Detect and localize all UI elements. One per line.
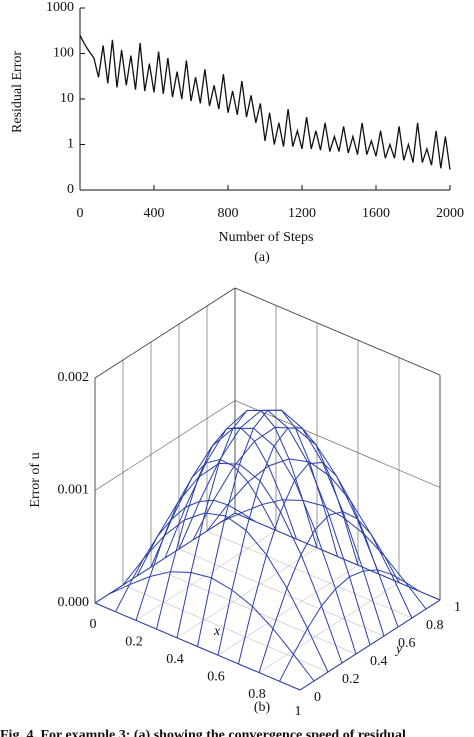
y-tick-label: 0.4 [370, 654, 388, 669]
surface-line [94, 602, 301, 691]
surface-line [217, 427, 359, 656]
x-tick-label: 0.8 [248, 687, 266, 702]
x-tick-label: 0.2 [125, 635, 143, 650]
surface-line [206, 458, 413, 619]
x-tick-label: 800 [218, 206, 239, 221]
y-axis-title: y [394, 642, 403, 657]
x-tick-label: 1200 [288, 206, 316, 221]
z-tick-label: 0.002 [58, 370, 90, 385]
x-tick-label: 1 [295, 704, 302, 719]
z-axis-title: Error of u [28, 452, 43, 507]
x-tick-label: 1600 [362, 206, 390, 221]
x-tick-label: 0 [90, 617, 97, 632]
panel-label: (a) [254, 250, 270, 265]
surface-line [108, 571, 315, 682]
y-tick-label: 1000 [46, 0, 74, 15]
surface-line [234, 512, 441, 601]
line [79, 35, 451, 170]
surface-line [258, 511, 400, 673]
panel-label: (b) [254, 700, 271, 715]
y-tick-label: 1 [454, 600, 461, 615]
x-tick-label: 0.4 [166, 652, 184, 667]
surface-line [150, 427, 357, 655]
caption: Fig. 4. For example 3: (a) showing the c… [0, 728, 406, 737]
y-tick-label: 100 [53, 46, 74, 61]
surface-line [220, 499, 427, 610]
surface-line [136, 462, 343, 664]
grid-line [217, 565, 359, 656]
y-tick-label: 0 [67, 182, 74, 197]
x-axis-title: Number of Steps [219, 230, 314, 245]
x-tick-label: 0 [77, 206, 84, 221]
grid-line [234, 287, 441, 376]
y-tick-label: 10 [60, 91, 74, 106]
surface-line [192, 426, 399, 628]
surface-line [178, 409, 385, 637]
x-tick-label: 2000 [436, 206, 464, 221]
grid-line [150, 566, 357, 655]
grid-line [94, 287, 236, 379]
grid-line [178, 548, 385, 637]
grid-line [176, 547, 318, 638]
y-tick-label: 0.8 [426, 618, 444, 633]
x-axis-title: x [213, 624, 221, 639]
grid-line [135, 530, 277, 621]
y-tick-label: 0.2 [342, 672, 360, 687]
z-tick-label: 0.000 [58, 595, 90, 610]
y-tick-label: 0.6 [398, 636, 416, 651]
grid-line [122, 584, 329, 673]
z-tick-label: 0.001 [58, 483, 90, 498]
x-tick-label: 400 [144, 206, 165, 221]
y-axis-title: Residual Error [10, 51, 25, 133]
surface-line [122, 512, 329, 673]
grid-line [234, 400, 441, 488]
x-tick-label: 0.6 [207, 669, 225, 684]
surface-line [164, 409, 371, 646]
surface-line [279, 569, 420, 682]
y-tick-label: 1 [67, 137, 74, 152]
grid-line [94, 400, 236, 491]
y-tick-label: 0 [314, 690, 321, 705]
